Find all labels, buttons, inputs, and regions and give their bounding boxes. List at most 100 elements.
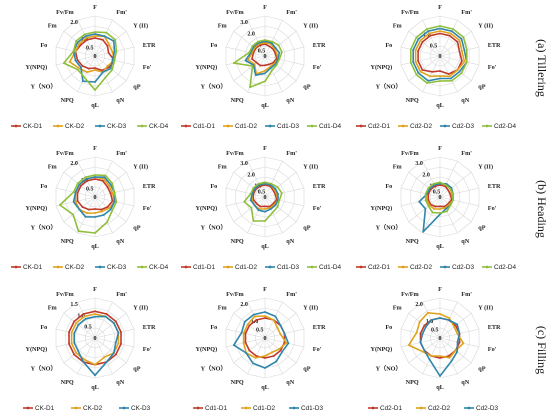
legend-marker <box>140 124 144 128</box>
axis-label: F <box>93 145 97 152</box>
legend-item: Cd1-D1 <box>193 405 227 412</box>
series-point <box>427 30 429 33</box>
series-point <box>68 331 70 333</box>
axis-label: Fo <box>385 324 392 331</box>
legend-marker <box>56 124 60 128</box>
legend-marker <box>310 265 314 269</box>
grid-spoke <box>264 30 297 57</box>
legend-label: CK-D3 <box>107 264 127 271</box>
tick-label: 1.5 <box>70 302 78 308</box>
series-point <box>68 343 70 345</box>
tick-label: 0 <box>439 54 442 60</box>
series-point <box>426 82 428 84</box>
axis-label: ETR <box>488 183 501 190</box>
legend-label: Cd2-D3 <box>452 264 474 271</box>
legend-item: Cd1-D1 <box>181 264 215 271</box>
series-point <box>415 73 418 76</box>
axis-label: Fm <box>393 163 403 170</box>
axis-label: Y (II) <box>478 304 493 311</box>
series-point <box>460 72 463 74</box>
series-point <box>426 28 428 30</box>
series-point <box>268 45 271 48</box>
grid-spoke <box>233 196 266 223</box>
axis-label: qL <box>436 243 444 250</box>
series-point <box>439 375 441 377</box>
series-point <box>439 30 441 32</box>
series-point <box>104 315 107 318</box>
legend-label: CK-D2 <box>65 123 85 130</box>
axis-label: Y(NPQ) <box>26 64 48 71</box>
axis-label: qL <box>91 102 99 109</box>
axis-label: qP <box>303 225 310 232</box>
grid-spoke <box>264 55 297 82</box>
series-point <box>462 36 465 39</box>
series-line <box>233 311 290 369</box>
series-point <box>448 317 451 320</box>
series-point <box>275 52 278 55</box>
grid-spoke <box>264 55 305 66</box>
series-point <box>102 214 105 216</box>
grid-spoke <box>408 55 441 82</box>
series-point <box>112 322 115 324</box>
series-point <box>94 37 96 39</box>
series-point <box>452 193 454 195</box>
series-point <box>82 361 85 363</box>
series-point <box>439 75 441 77</box>
series-point <box>439 27 441 30</box>
series-point <box>242 332 245 334</box>
series-point <box>257 40 259 43</box>
series-point <box>83 33 86 36</box>
series-point <box>465 61 468 63</box>
axis-label: ETR <box>313 42 326 49</box>
series-point <box>465 49 468 51</box>
grid-spoke <box>247 196 266 234</box>
series-point <box>454 349 457 352</box>
legend-item: Cd2-D4 <box>482 264 516 271</box>
legend-marker <box>485 265 489 269</box>
series-point <box>277 193 279 195</box>
series-point <box>268 63 270 66</box>
series-point <box>264 181 266 184</box>
legend-label: Cd1-D2 <box>235 264 257 271</box>
series-point <box>264 64 266 67</box>
series-point <box>274 46 277 49</box>
axis-label: Fm' <box>286 150 297 157</box>
axis-label: ETR <box>143 324 156 331</box>
axis-label: NPQ <box>406 97 419 104</box>
axis-label: ETR <box>313 183 326 190</box>
series-point <box>271 69 273 72</box>
series-point <box>76 41 79 44</box>
series-point <box>456 341 459 343</box>
axis-label: Y(NPQ) <box>196 205 218 212</box>
series-point <box>109 183 112 186</box>
series-point <box>439 212 441 214</box>
series-point <box>100 208 102 211</box>
legend-label: Cd2-D4 <box>494 264 516 271</box>
legend-marker <box>122 406 126 410</box>
axis-label: Fm <box>218 22 228 29</box>
axis-label: qP <box>478 84 485 91</box>
series-point <box>82 80 84 83</box>
series-point <box>427 311 429 314</box>
tick-label: 2.0 <box>415 302 423 308</box>
axis-label: qN <box>116 379 124 386</box>
series-point <box>104 174 107 177</box>
series-point <box>264 220 266 222</box>
grid-spoke <box>94 337 127 364</box>
series-point <box>248 349 251 352</box>
axis-label: Y（NO） <box>201 83 227 91</box>
series-point <box>94 310 96 313</box>
legend-item: Cd2-D2 <box>398 123 432 130</box>
legend-item: Cd1-D4 <box>307 264 341 271</box>
legend-marker <box>98 265 102 269</box>
axis-label: NPQ <box>406 379 419 386</box>
grid-spoke <box>225 187 266 198</box>
series-point <box>439 70 441 72</box>
grid-spoke <box>63 337 96 364</box>
series-point <box>423 324 426 327</box>
legend-marker <box>244 406 248 410</box>
legend-item: CK-D3 <box>119 405 151 412</box>
legend-item: Cd2-D1 <box>356 264 390 271</box>
series-point <box>240 331 243 334</box>
series-point <box>73 353 76 356</box>
